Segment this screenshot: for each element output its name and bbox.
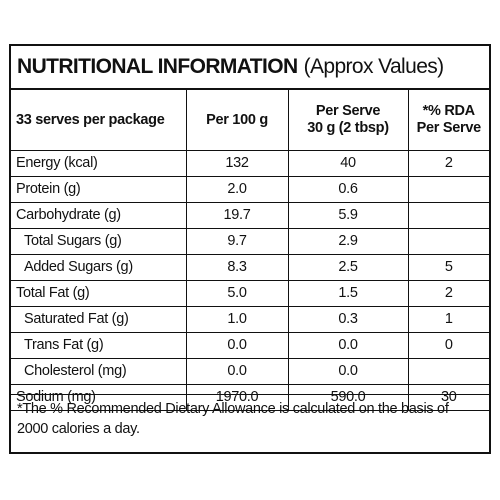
- panel-title: NUTRITIONAL INFORMATION (Approx Values): [11, 46, 489, 90]
- nutrition-table: 33 serves per package Per 100 g Per Serv…: [11, 90, 489, 411]
- header-servings: 33 serves per package: [11, 90, 187, 151]
- row-per-serve: 40: [287, 150, 409, 177]
- row-per-100g: 8.3: [185, 254, 289, 281]
- row-per-100g: 9.7: [185, 228, 289, 255]
- footnote: *The % Recommended Dietary Allowance is …: [11, 394, 489, 452]
- row-rda: [407, 202, 489, 229]
- row-label: Sodium (mg): [11, 384, 187, 411]
- row-per-100g: 132: [185, 150, 289, 177]
- row-label: Added Sugars (g): [11, 254, 187, 281]
- row-rda: [407, 228, 489, 255]
- header-per-serve: Per Serve 30 g (2 tbsp): [287, 90, 409, 151]
- table-row: Trans Fat (g) 0.0 0.0 0: [11, 332, 489, 359]
- title-sub: (Approx Values): [303, 55, 445, 78]
- header-per-serve-line2: 30 g (2 tbsp): [307, 120, 389, 136]
- row-per-serve: 5.9: [287, 202, 409, 229]
- row-label: Carbohydrate (g): [11, 202, 187, 229]
- row-label: Trans Fat (g): [11, 332, 187, 359]
- header-per-serve-line1: Per Serve: [315, 103, 381, 120]
- header-rda-line2: Per Serve: [416, 120, 482, 136]
- header-rda: *% RDA Per Serve: [407, 90, 489, 151]
- table-header-row: 33 serves per package Per 100 g Per Serv…: [11, 90, 489, 151]
- table-row: Energy (kcal) 132 40 2: [11, 150, 489, 177]
- table-row: Saturated Fat (g) 1.0 0.3 1: [11, 306, 489, 333]
- row-rda: [407, 176, 489, 203]
- row-per-100g: 2.0: [185, 176, 289, 203]
- row-per-serve: 590.0: [287, 384, 409, 411]
- row-per-serve: 2.5: [287, 254, 409, 281]
- row-label: Total Fat (g): [11, 280, 187, 307]
- row-per-serve: 0.0: [287, 358, 409, 385]
- row-rda: 2: [407, 280, 489, 307]
- row-label: Cholesterol (mg): [11, 358, 187, 385]
- table-row: Cholesterol (mg) 0.0 0.0: [11, 358, 489, 385]
- row-per-serve: 1.5: [287, 280, 409, 307]
- row-label: Energy (kcal): [11, 150, 187, 177]
- table-row: Carbohydrate (g) 19.7 5.9: [11, 202, 489, 229]
- row-rda: 0: [407, 332, 489, 359]
- row-per-100g: 19.7: [185, 202, 289, 229]
- nutrition-panel: NUTRITIONAL INFORMATION (Approx Values) …: [9, 44, 491, 454]
- row-label: Total Sugars (g): [11, 228, 187, 255]
- table-row: Added Sugars (g) 8.3 2.5 5: [11, 254, 489, 281]
- row-rda: 2: [407, 150, 489, 177]
- row-per-100g: 0.0: [185, 332, 289, 359]
- header-per-100g: Per 100 g: [185, 90, 289, 151]
- row-per-serve: 0.6: [287, 176, 409, 203]
- row-label: Saturated Fat (g): [11, 306, 187, 333]
- row-per-100g: 5.0: [185, 280, 289, 307]
- header-rda-line1: *% RDA: [422, 103, 475, 120]
- table-row: Protein (g) 2.0 0.6: [11, 176, 489, 203]
- row-per-100g: 1970.0: [185, 384, 289, 411]
- row-per-serve: 0.0: [287, 332, 409, 359]
- row-rda: 30: [407, 384, 489, 411]
- row-per-100g: 0.0: [185, 358, 289, 385]
- row-per-serve: 0.3: [287, 306, 409, 333]
- row-label: Protein (g): [11, 176, 187, 203]
- table-row: Sodium (mg) 1970.0 590.0 30: [11, 384, 489, 411]
- row-per-100g: 1.0: [185, 306, 289, 333]
- table-row: Total Sugars (g) 9.7 2.9: [11, 228, 489, 255]
- row-rda: [407, 358, 489, 385]
- title-main: NUTRITIONAL INFORMATION: [17, 55, 298, 78]
- row-rda: 1: [407, 306, 489, 333]
- row-per-serve: 2.9: [287, 228, 409, 255]
- row-rda: 5: [407, 254, 489, 281]
- table-row: Total Fat (g) 5.0 1.5 2: [11, 280, 489, 307]
